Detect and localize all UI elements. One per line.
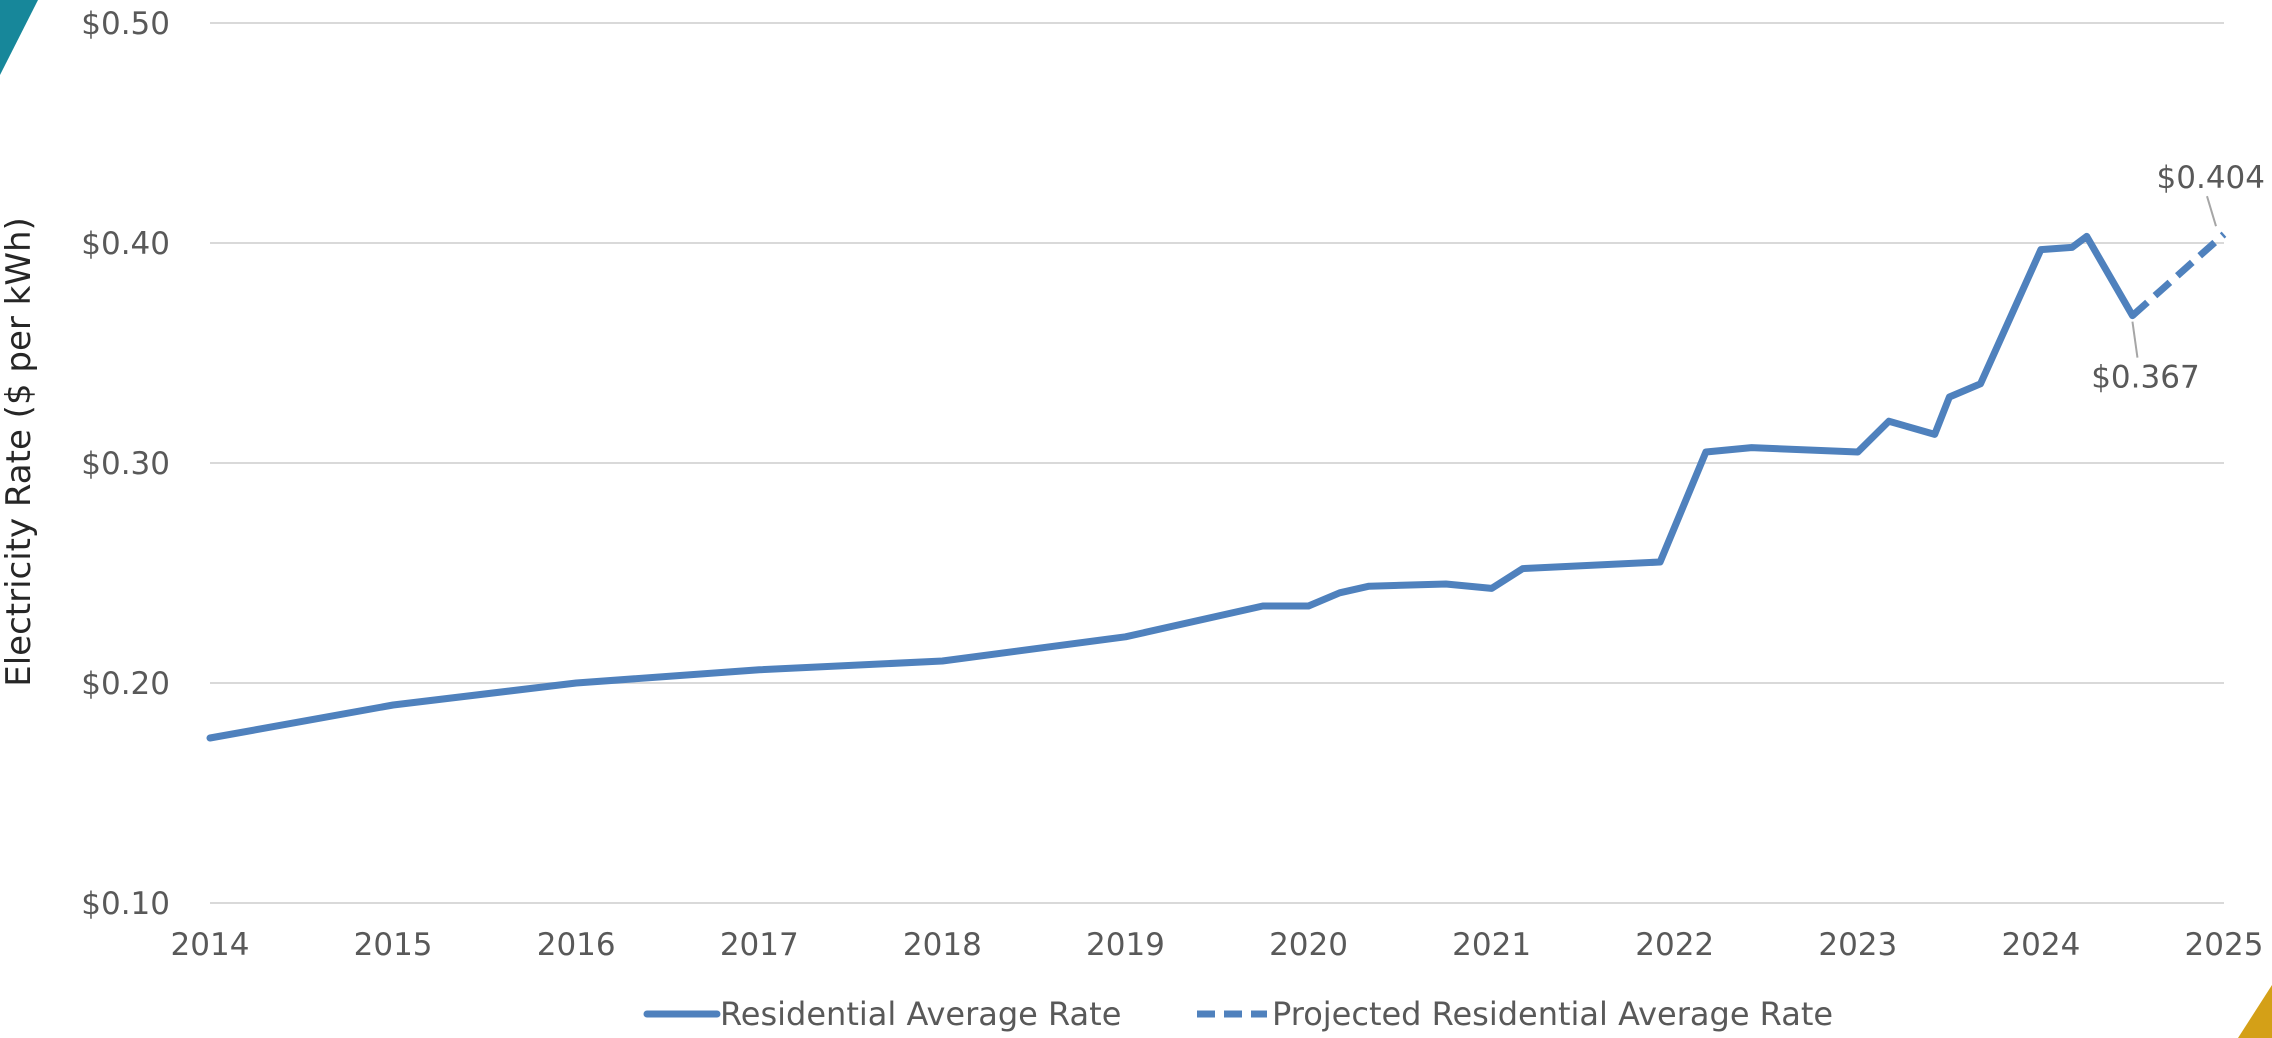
series-lines <box>206 231 2227 742</box>
projected-rate-line <box>2130 231 2227 319</box>
y-tick-label: $0.20 <box>81 666 170 702</box>
x-tick-label: 2021 <box>1452 927 1531 963</box>
residential-rate-line <box>206 232 2136 742</box>
x-tick-label: 2016 <box>537 927 616 963</box>
x-axis-ticks: 2014 2015 2016 2017 2018 2019 2020 2021 2022 2023… <box>171 927 2264 963</box>
corner-decoration-teal <box>0 0 38 75</box>
x-tick-label: 2024 <box>2001 927 2080 963</box>
corner-decoration-gold <box>2238 985 2272 1038</box>
y-axis-ticks: $0.10 $0.20 $0.30 $0.40 $0.50 <box>81 6 170 922</box>
annotation-leader <box>2206 195 2217 227</box>
y-tick-label: $0.50 <box>81 6 170 42</box>
y-tick-label: $0.10 <box>81 886 170 922</box>
y-tick-label: $0.30 <box>81 446 170 482</box>
y-tick-label: $0.40 <box>81 226 170 262</box>
x-tick-label: 2017 <box>720 927 799 963</box>
legend-label: Projected Residential Average Rate <box>1272 995 1833 1033</box>
x-tick-label: 2023 <box>1818 927 1897 963</box>
annotation-label: $0.404 <box>2157 160 2265 196</box>
gridlines <box>210 22 2224 904</box>
legend-label: Residential Average Rate <box>720 995 1121 1033</box>
x-tick-label: 2018 <box>903 927 982 963</box>
annotation-label: $0.367 <box>2091 360 2199 396</box>
x-tick-label: 2019 <box>1086 927 1165 963</box>
x-tick-label: 2020 <box>1269 927 1348 963</box>
x-tick-label: 2025 <box>2185 927 2264 963</box>
x-tick-label: 2022 <box>1635 927 1714 963</box>
data-annotations: $0.404 $0.367 <box>2091 160 2265 396</box>
x-tick-label: 2015 <box>354 927 433 963</box>
legend: Residential Average Rate Projected Reside… <box>643 995 1833 1033</box>
x-tick-label: 2014 <box>171 927 250 963</box>
annotation-leader <box>2131 321 2139 358</box>
y-axis-label: Electricity Rate ($ per kWh) <box>0 217 39 687</box>
